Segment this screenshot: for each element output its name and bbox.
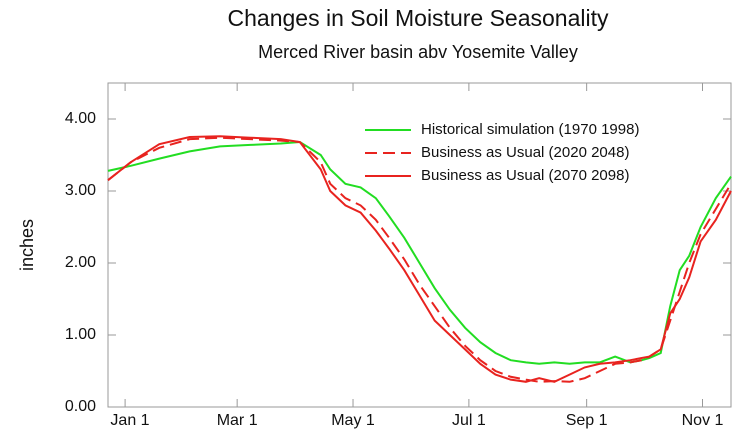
legend-label: Business as Usual (2020 2048) <box>421 144 629 161</box>
series-line <box>107 141 732 365</box>
plot-frame <box>107 82 732 408</box>
y-tick-label: 4.00 <box>65 110 96 127</box>
series-line <box>107 135 732 383</box>
chart-title: Changes in Soil Moisture Seasonality <box>228 5 609 31</box>
x-tick-label: Jan 1 <box>110 412 149 429</box>
x-tick-label: Jul 1 <box>452 412 486 429</box>
legend-label: Business as Usual (2070 2098) <box>421 167 629 184</box>
legend-label: Historical simulation (1970 1998) <box>421 121 639 138</box>
x-tick-label: Mar 1 <box>217 412 258 429</box>
chart-subtitle: Merced River basin abv Yosemite Valley <box>258 42 578 62</box>
y-tick-label: 3.00 <box>65 182 96 199</box>
x-tick-label: Nov 1 <box>682 412 724 429</box>
x-tick-label: Sep 1 <box>566 412 608 429</box>
y-tick-label: 2.00 <box>65 254 96 271</box>
y-tick-label: 0.00 <box>65 398 96 415</box>
y-axis-label: inches <box>17 219 37 271</box>
y-tick-label: 1.00 <box>65 326 96 343</box>
x-tick-label: May 1 <box>331 412 375 429</box>
series-line <box>107 136 732 383</box>
